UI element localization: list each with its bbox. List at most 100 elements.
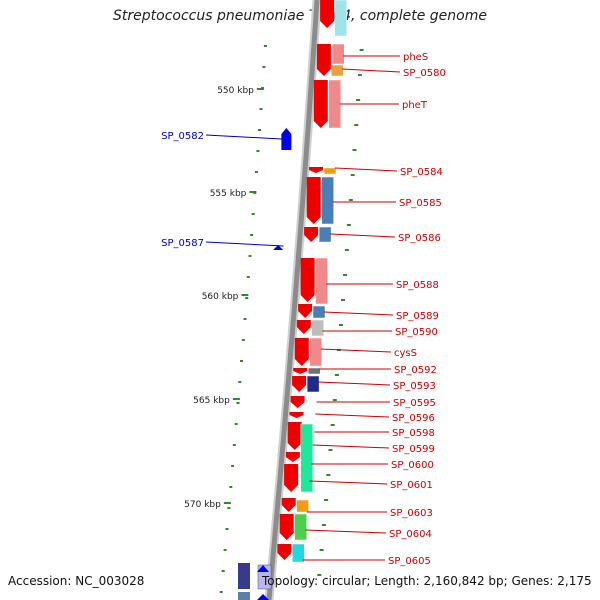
gene-label: SP_0605 bbox=[388, 556, 431, 567]
ruler-tick bbox=[234, 423, 238, 425]
bottom-gene-block bbox=[238, 592, 250, 600]
function-track-segment bbox=[296, 499, 309, 513]
function-track-segment bbox=[309, 337, 323, 367]
ruler-layer: 550 kbp 555 kbp 560 kbp 565 kbp 570 kbp bbox=[184, 45, 364, 593]
track-tick bbox=[326, 474, 331, 476]
label-leader-line bbox=[318, 381, 391, 386]
gene-label: SP_0595 bbox=[393, 398, 436, 409]
track-tick bbox=[352, 149, 357, 151]
ruler-tick bbox=[225, 528, 229, 530]
gene-arrow bbox=[313, 80, 328, 128]
gene-label: SP_0592 bbox=[394, 365, 437, 376]
topology-summary: Topology: circular; Length: 2,160,842 bp… bbox=[262, 574, 592, 588]
function-track-segment bbox=[307, 367, 321, 375]
ruler-major-tick bbox=[249, 191, 257, 193]
gene-label: SP_0596 bbox=[392, 413, 435, 424]
ruler-tick bbox=[263, 45, 267, 47]
function-track-segment bbox=[315, 257, 328, 305]
left-gene-arrow bbox=[273, 245, 284, 250]
gene-label: SP_0603 bbox=[390, 508, 433, 519]
label-leader-line bbox=[312, 444, 390, 449]
function-track-segment bbox=[318, 226, 332, 243]
track-tick bbox=[357, 74, 362, 76]
track-tick bbox=[317, 574, 322, 576]
gene-arrow bbox=[298, 304, 313, 318]
ruler-tick bbox=[258, 129, 261, 131]
gene-arrow bbox=[279, 514, 294, 540]
label-leader-line bbox=[320, 348, 392, 353]
gene-arrow bbox=[281, 498, 296, 512]
ruler-tick bbox=[250, 234, 254, 236]
function-track-segment bbox=[328, 79, 342, 129]
label-leader-line bbox=[329, 233, 396, 238]
bottom-gene-arrow bbox=[257, 565, 269, 572]
track-tick bbox=[359, 49, 364, 51]
gene-label: SP_0586 bbox=[398, 233, 441, 244]
gene-arrow bbox=[309, 167, 323, 173]
ruler-tick bbox=[259, 108, 263, 110]
function-track-segment bbox=[323, 167, 337, 175]
track-tick bbox=[330, 424, 335, 426]
gene-arrow bbox=[296, 320, 311, 334]
ruler-tick bbox=[236, 402, 240, 404]
ruler-tick bbox=[227, 507, 231, 509]
backbone-layer bbox=[264, 0, 322, 600]
ruler-tick bbox=[254, 171, 258, 173]
gene-arrow bbox=[287, 422, 302, 450]
ruler-label: 570 kbp bbox=[184, 500, 221, 510]
function-track-segment bbox=[332, 43, 345, 65]
label-leader-line bbox=[323, 311, 394, 316]
label-leader-line bbox=[334, 167, 398, 172]
ruler-tick bbox=[245, 297, 249, 299]
track-tick bbox=[339, 324, 343, 326]
track-tick bbox=[356, 99, 361, 101]
left-gene-arrow bbox=[281, 128, 292, 150]
ruler-tick bbox=[243, 318, 247, 320]
accession-text: Accession: NC_003028 bbox=[8, 574, 145, 588]
ruler-major-tick bbox=[223, 502, 231, 504]
ruler-label: 555 kbp bbox=[210, 189, 247, 199]
function-track-segment bbox=[306, 375, 320, 393]
gene-label: SP_0590 bbox=[395, 327, 438, 338]
gene-label: SP_0589 bbox=[396, 311, 439, 322]
gene-arrow bbox=[290, 396, 305, 408]
gene-arrow bbox=[304, 227, 319, 242]
ruler-tick bbox=[240, 360, 243, 362]
gene-arrow bbox=[294, 338, 309, 366]
gene-arrow bbox=[277, 544, 292, 560]
map-title: Streptococcus pneumoniae TIGR4, complete… bbox=[113, 8, 487, 24]
label-leader-line bbox=[205, 241, 284, 247]
ruler-tick bbox=[231, 465, 235, 467]
backbone-line bbox=[266, 0, 320, 600]
gene-label: SP_0601 bbox=[390, 480, 433, 491]
function-track-segment bbox=[311, 319, 324, 337]
bottom-gene-block bbox=[238, 563, 250, 589]
track-tick bbox=[346, 224, 351, 226]
label-leader-line bbox=[205, 134, 282, 140]
track-tick bbox=[341, 299, 345, 301]
function-track-segment bbox=[292, 543, 305, 563]
gene-arrow bbox=[316, 44, 331, 76]
function-track-segment bbox=[334, 0, 348, 37]
ruler-major-tick bbox=[232, 398, 240, 400]
track-tick bbox=[319, 549, 324, 551]
track-tick bbox=[350, 174, 355, 176]
track-tick bbox=[332, 399, 337, 401]
gene-label: SP_0604 bbox=[389, 529, 432, 540]
gene-label: cysS bbox=[394, 348, 417, 359]
bottom-gene-arrow bbox=[257, 594, 269, 600]
ruler-label: 560 kbp bbox=[202, 292, 239, 302]
track-tick bbox=[324, 499, 329, 501]
gene-label: SP_0600 bbox=[391, 460, 434, 471]
ruler-tick bbox=[251, 213, 255, 215]
label-leader-line bbox=[342, 68, 401, 73]
function-track-segment bbox=[330, 64, 344, 77]
gene-label: SP_0587 bbox=[161, 238, 204, 249]
ruler-tick bbox=[223, 549, 227, 551]
gene-label: pheT bbox=[402, 100, 428, 111]
ruler-tick bbox=[238, 381, 242, 383]
gene-arrow bbox=[293, 368, 308, 374]
track-tick bbox=[328, 449, 333, 451]
track-tick bbox=[348, 199, 353, 201]
